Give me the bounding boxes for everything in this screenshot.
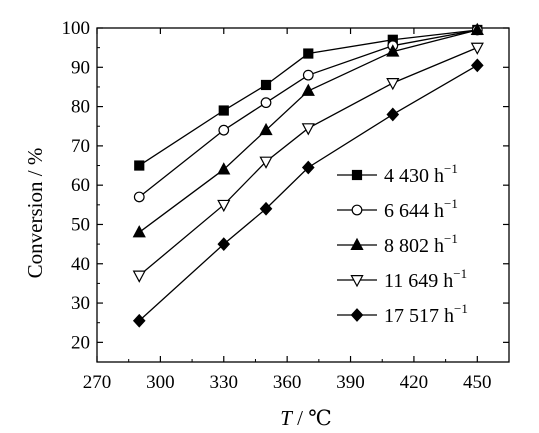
data-point xyxy=(134,160,145,171)
data-point xyxy=(260,97,272,109)
y-tick-label: 100 xyxy=(62,18,91,39)
data-point xyxy=(133,191,145,203)
x-tick-label: 450 xyxy=(463,372,492,393)
legend-label: 11 649 h−1 xyxy=(384,266,467,292)
data-point xyxy=(217,162,231,175)
data-point xyxy=(302,69,314,81)
legend-marker xyxy=(350,237,364,250)
x-axis-variable: T xyxy=(280,406,293,430)
legend-label: 8 802 h−1 xyxy=(384,231,458,257)
legend-entry-1: 4 430 h−1 xyxy=(337,161,458,187)
data-point xyxy=(218,105,229,116)
legend-label-exponent: −1 xyxy=(444,231,458,246)
x-tick-label: 270 xyxy=(83,372,112,393)
legend-label-text: 8 802 h xyxy=(384,235,444,257)
legend-label-exponent: −1 xyxy=(454,301,468,316)
series-line xyxy=(138,29,478,198)
y-axis-title: Conversion / % xyxy=(23,148,47,279)
legend-label-exponent: −1 xyxy=(444,161,458,176)
data-point xyxy=(301,160,315,175)
series-line xyxy=(138,29,478,167)
legend: 4 430 h−16 644 h−18 802 h−111 649 h−117 … xyxy=(337,161,468,327)
series-3 xyxy=(132,22,484,238)
data-point xyxy=(132,270,146,283)
legend-label-text: 4 430 h xyxy=(384,165,444,187)
x-axis-unit: / ℃ xyxy=(292,406,332,430)
y-tick-label: 60 xyxy=(71,175,90,196)
data-point xyxy=(132,313,146,328)
legend-marker xyxy=(351,204,363,216)
y-tick-label: 80 xyxy=(71,97,90,118)
legend-label: 4 430 h−1 xyxy=(384,161,458,187)
data-point xyxy=(217,237,231,252)
legend-label: 17 517 h−1 xyxy=(384,301,468,327)
legend-marker xyxy=(350,275,364,288)
series-4 xyxy=(132,42,484,283)
x-tick-label: 330 xyxy=(210,372,239,393)
legend-marker xyxy=(351,169,363,181)
legend-label-exponent: −1 xyxy=(453,266,467,281)
y-tick-label: 40 xyxy=(71,254,90,275)
x-tick-label: 420 xyxy=(400,372,429,393)
legend-label-text: 11 649 h xyxy=(384,270,453,292)
plot-area-frame xyxy=(96,27,510,363)
series-line xyxy=(138,64,478,322)
series-line xyxy=(138,47,478,277)
data-point xyxy=(259,122,273,136)
legend-entry-3: 8 802 h−1 xyxy=(337,231,458,257)
legend-label-exponent: −1 xyxy=(444,196,458,211)
data-point xyxy=(218,124,230,136)
legend-entry-5: 17 517 h−1 xyxy=(337,301,468,327)
data-point xyxy=(217,199,231,213)
series-1 xyxy=(134,24,483,171)
data-point xyxy=(303,48,314,59)
x-tick-label: 390 xyxy=(336,372,365,393)
y-tick-label: 50 xyxy=(71,214,90,235)
data-point xyxy=(470,22,484,35)
data-point xyxy=(386,78,400,91)
legend-marker xyxy=(350,308,364,322)
series-5 xyxy=(132,58,484,328)
data-point xyxy=(386,44,400,57)
legend-label-text: 6 644 h xyxy=(384,200,444,222)
data-point xyxy=(259,156,273,169)
legend-label-text: 17 517 h xyxy=(384,305,454,327)
data-point xyxy=(259,201,273,216)
series-line xyxy=(138,29,478,233)
legend-entry-2: 6 644 h−1 xyxy=(337,196,458,222)
y-tick-label: 30 xyxy=(71,293,90,314)
data-point xyxy=(301,123,315,136)
legend-label: 6 644 h−1 xyxy=(384,196,458,222)
data-point xyxy=(470,58,484,73)
data-point xyxy=(386,107,400,122)
data-point xyxy=(470,42,484,55)
legend-entry-4: 11 649 h−1 xyxy=(337,266,467,292)
y-tick-label: 70 xyxy=(71,136,90,157)
x-axis-title: T / ℃ xyxy=(280,406,332,430)
data-point xyxy=(301,83,315,96)
data-point xyxy=(260,79,272,91)
x-tick-label: 360 xyxy=(273,372,302,393)
data-point xyxy=(132,225,146,238)
y-tick-label: 20 xyxy=(71,332,90,353)
y-tick-label: 90 xyxy=(71,57,90,78)
x-tick-label: 300 xyxy=(146,372,175,393)
